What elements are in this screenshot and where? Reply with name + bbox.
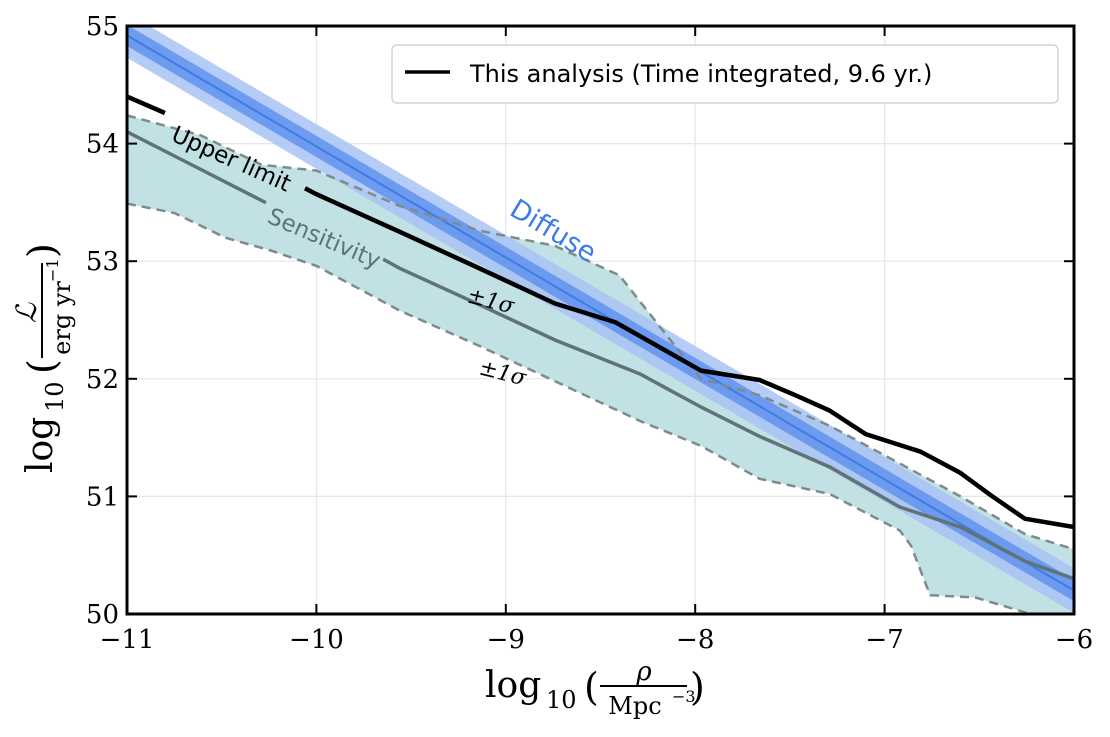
x-tick-label: −8 [676, 625, 714, 655]
plot-area [127, 26, 1074, 614]
y-axis-label-sub: 10 [41, 381, 69, 412]
y-axis-label-paren-close: ) [20, 243, 64, 258]
y-axis-label-den-sup: −1 [43, 258, 62, 282]
x-axis-label-den: Mpc [608, 692, 661, 720]
upper-limit-line [303, 186, 1074, 530]
ticks: −11 −10 −9 −8 −7 −6 50 51 52 53 54 55 [86, 12, 1093, 655]
x-axis-label: log 10 ( ρ Mpc −3 ) [485, 657, 705, 720]
y-axis-label: log 10 ( ℒ erg yr −1 ) [10, 243, 76, 473]
y-axis-label-paren-open: ( [20, 359, 64, 374]
y-tick-label: 55 [86, 12, 119, 42]
x-tick-label: −6 [1055, 625, 1093, 655]
upper-limit-line-segment [127, 94, 166, 116]
sigma-upper-line [127, 114, 1074, 551]
x-axis-label-paren-close: ) [690, 665, 705, 709]
x-tick-label: −10 [289, 625, 344, 655]
y-tick-label: 52 [86, 365, 119, 395]
y-axis-label-num: ℒ [10, 302, 43, 323]
legend-box [391, 44, 1059, 104]
x-axis-label-paren-open: ( [584, 665, 599, 709]
x-tick-label: −7 [865, 625, 903, 655]
diffuse-center-line [127, 34, 1074, 592]
legend: This analysis (Time integrated, 9.6 yr.) [391, 44, 1059, 104]
x-axis-label-sub: 10 [546, 686, 577, 714]
y-tick-label: 54 [86, 130, 119, 160]
x-axis-label-den-sup: −3 [672, 687, 696, 706]
x-tick-label: −9 [487, 625, 525, 655]
y-tick-label: 50 [86, 600, 119, 630]
legend-label-this-analysis: This analysis (Time integrated, 9.6 yr.) [469, 60, 932, 88]
sigma-lower-line [127, 202, 1074, 614]
y-axis-label-log: log [20, 417, 61, 473]
y-tick-label: 51 [86, 482, 119, 512]
y-tick-label: 53 [86, 247, 119, 277]
y-axis-label-den: erg yr [48, 281, 76, 355]
sensitivity-label-gap [256, 199, 388, 276]
x-tick-label: −11 [100, 625, 155, 655]
plot-frame [125, 24, 1076, 616]
x-axis-label-log: log [485, 665, 541, 706]
x-axis-label-num: ρ [635, 657, 652, 687]
